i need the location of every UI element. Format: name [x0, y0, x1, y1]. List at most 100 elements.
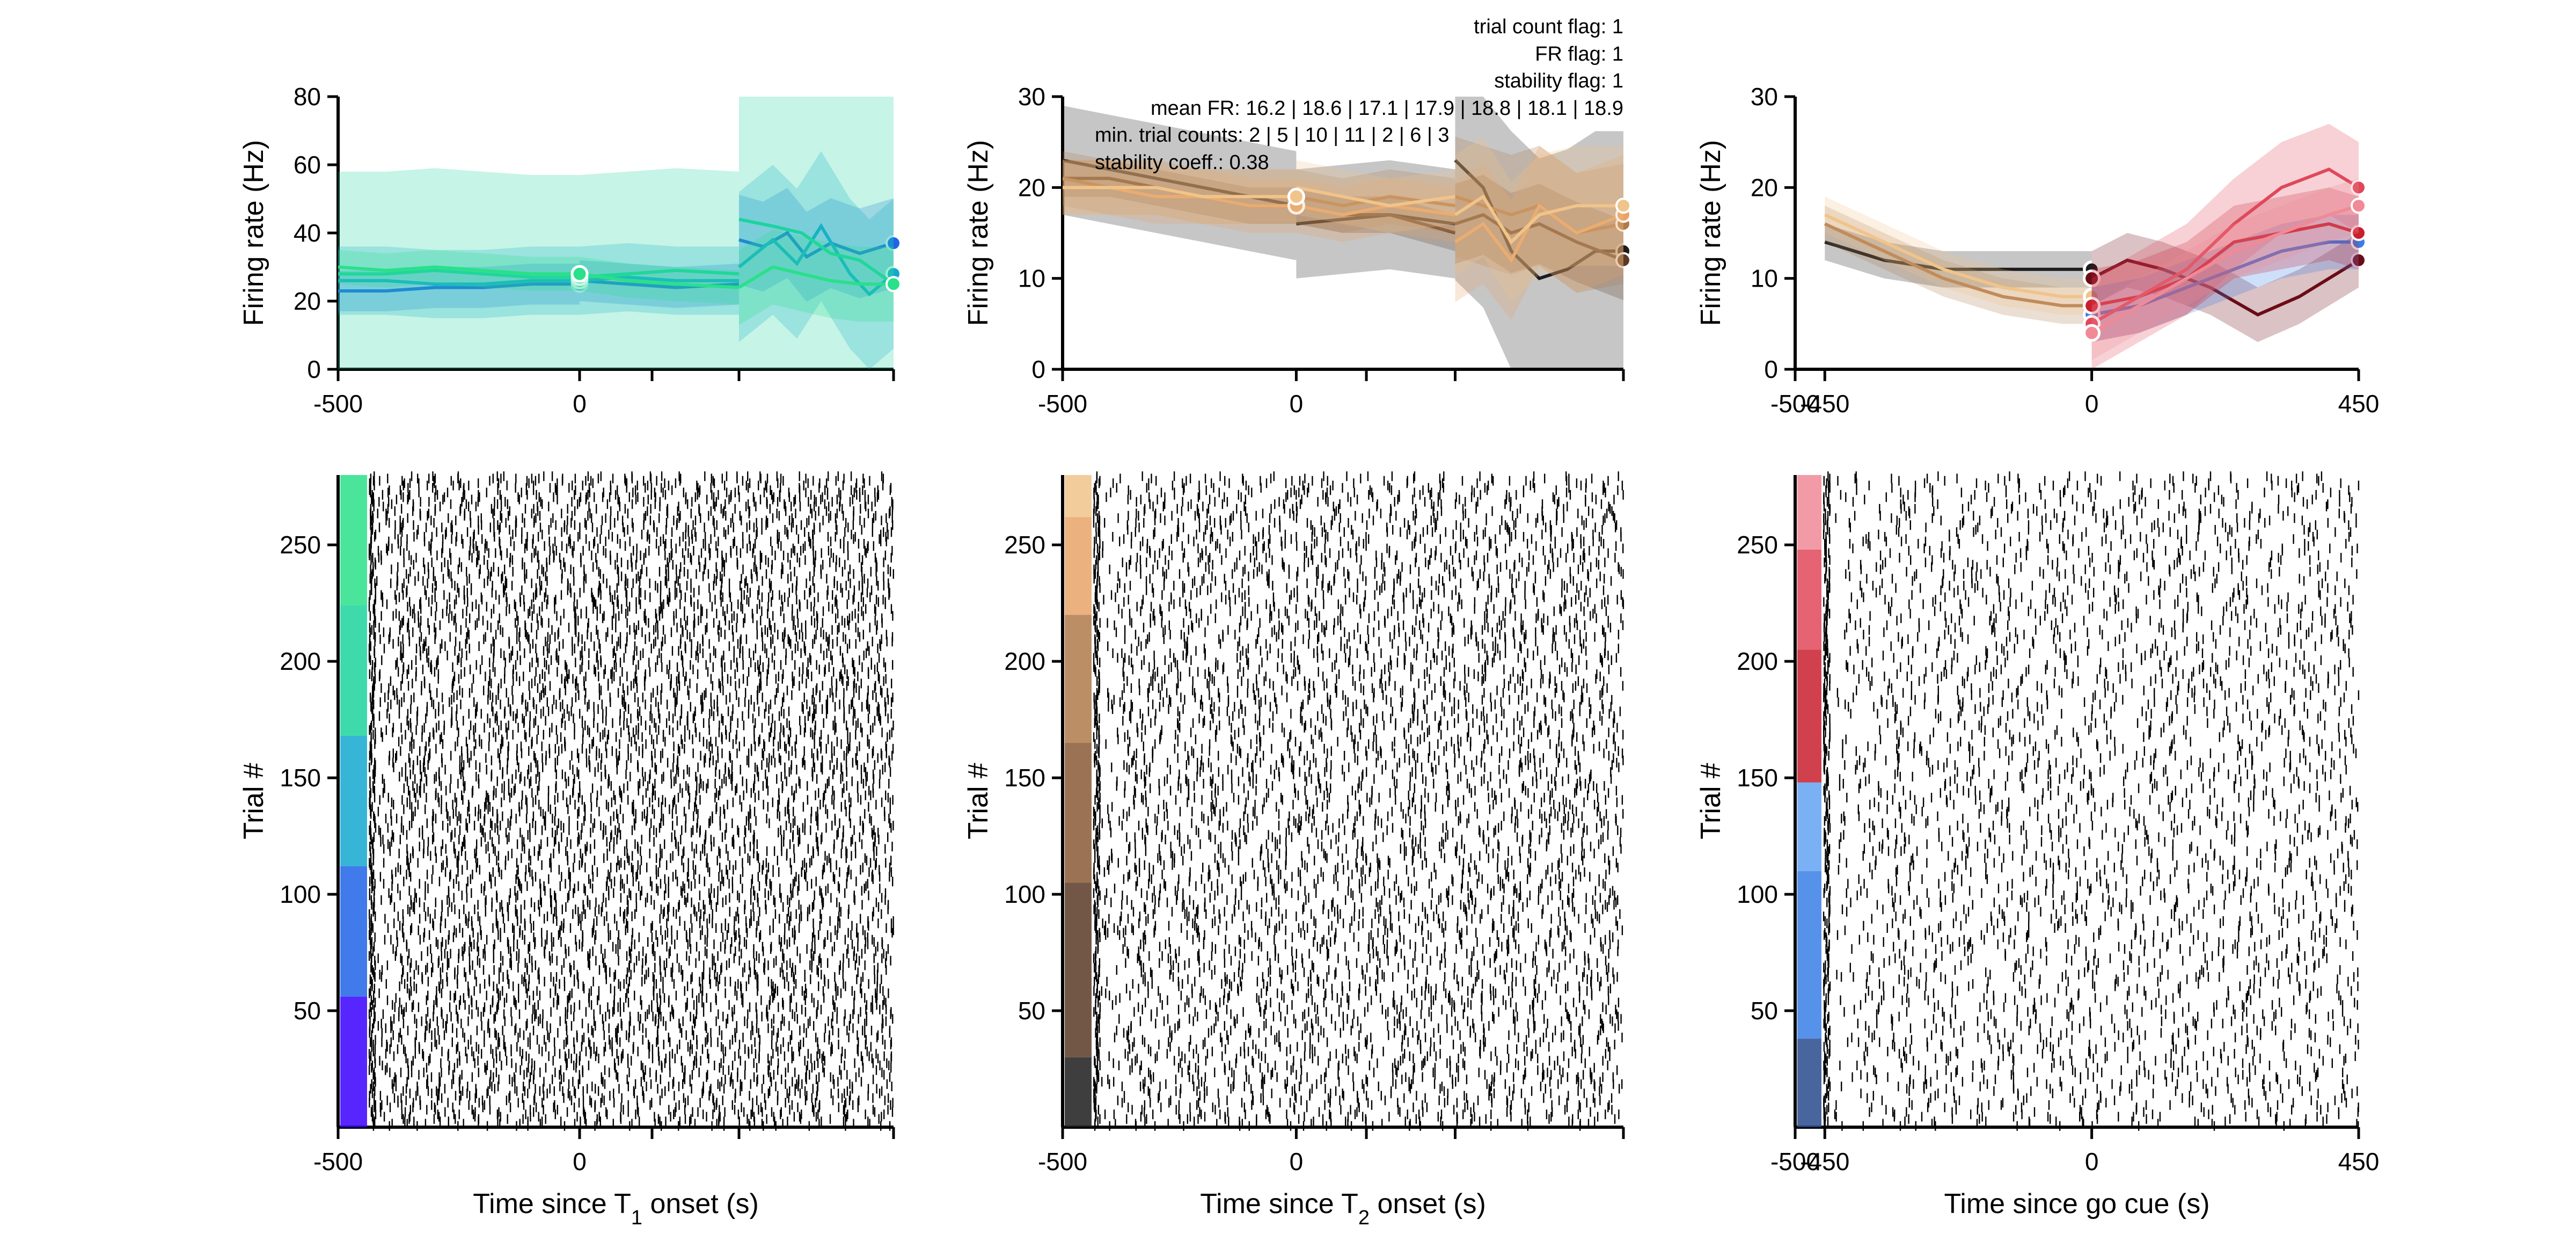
y-tick-label: 150	[1004, 764, 1045, 792]
x-tick-label: -450	[1800, 390, 1849, 418]
series-line	[1454, 159, 1623, 281]
y-axis-label: Trial #	[1695, 763, 1726, 839]
end-marker	[2351, 198, 2367, 214]
condition-bar-segment	[1065, 882, 1092, 1057]
annot-stability-flag: stability flag: 1	[1494, 70, 1623, 92]
x-axis-label-part: Time since go cue (s)	[1944, 1188, 2209, 1220]
raster-panel-t1: 50 100 150 200 250 -500 0 Trial # Time since T1 …	[238, 471, 895, 1229]
y-tick-label: 200	[1004, 647, 1045, 675]
x-tick-label: 0	[2085, 1148, 2099, 1175]
condition-bar-segment	[340, 997, 367, 1127]
x-tick-label: 450	[2338, 1148, 2380, 1175]
series-line	[1296, 204, 1455, 217]
series-line	[579, 272, 740, 289]
series-band	[1296, 169, 1455, 233]
condition-bar-segment	[1797, 871, 1821, 1039]
x-tick-label: 0	[573, 390, 587, 418]
series-band	[2091, 178, 2359, 361]
y-tick-label: 80	[294, 83, 321, 111]
series-band	[2091, 187, 2359, 342]
fr-panel-t1: 0 20 40 60 80 -500 0 Firing rate (Hz)	[238, 83, 902, 418]
series-band	[1296, 160, 1455, 233]
series-line	[1296, 213, 1455, 226]
y-tick-label: 0	[307, 355, 321, 383]
condition-bar-segment	[340, 866, 367, 997]
end-marker	[2351, 252, 2367, 268]
condition-bar-segment	[1065, 743, 1092, 883]
condition-bar-segment	[340, 475, 367, 605]
y-tick-label: 50	[1751, 997, 1778, 1025]
end-marker	[1615, 252, 1631, 268]
condition-bar-segment	[1065, 475, 1092, 517]
y-axis-label: Trial #	[963, 763, 994, 839]
x-tick-label: 0	[1290, 1148, 1304, 1175]
condition-bar-segment	[1065, 517, 1092, 615]
series-band	[1455, 97, 1623, 369]
y-axis-label: Trial #	[238, 763, 269, 839]
spike-ticks	[1093, 471, 1624, 1131]
condition-bar-segment	[1065, 1057, 1092, 1127]
x-axis-label: Time since go cue (s)	[1944, 1188, 2209, 1220]
y-tick-label: 150	[280, 764, 321, 792]
series-band	[1825, 224, 2092, 288]
series-band	[739, 151, 894, 369]
condition-bar-segment	[1065, 615, 1092, 743]
annot-stability-coeff: stability coeff.: 0.38	[1095, 151, 1269, 174]
x-axis-label-part: Time since T	[473, 1188, 631, 1220]
y-axis-label: Firing rate (Hz)	[238, 140, 269, 326]
series-line	[738, 217, 895, 286]
y-tick-label: 30	[1018, 83, 1045, 111]
annot-min-trial-counts: min. trial counts: 2 | 5 | 10 | 11 | 2 |…	[1095, 124, 1450, 147]
series-line	[2091, 258, 2360, 317]
end-marker	[1615, 198, 1631, 214]
annot-mean-fr: mean FR: 16.2 | 18.6 | 17.1 | 17.9 | 18.…	[1151, 97, 1623, 120]
series-line	[579, 268, 740, 279]
y-tick-label: 20	[294, 287, 321, 315]
x-tick-label: 450	[2338, 390, 2380, 418]
series-line	[2091, 167, 2360, 325]
series-line	[338, 282, 580, 293]
x-tick-label: -500	[1038, 390, 1087, 418]
x-tick-label: -450	[1800, 1148, 1849, 1175]
y-tick-label: 100	[1737, 880, 1778, 908]
y-tick-label: 20	[1018, 173, 1045, 201]
series-line	[1454, 194, 1623, 245]
y-tick-label: 20	[1751, 173, 1778, 201]
series-band	[739, 97, 894, 369]
x-tick-label: 0	[573, 1148, 587, 1175]
x-axis-label-part: 2	[1358, 1207, 1370, 1229]
x-tick-label: 0	[2085, 390, 2099, 418]
x-tick-label: -500	[1770, 1148, 1820, 1175]
series-line	[338, 279, 580, 286]
spike-ticks	[1823, 471, 2360, 1131]
series-band	[2091, 215, 2359, 342]
series-band	[1455, 136, 1623, 302]
series-line	[1824, 213, 2092, 298]
y-tick-label: 100	[280, 880, 321, 908]
y-tick-label: 30	[1751, 83, 1778, 111]
series-band	[2091, 233, 2359, 342]
series-line	[338, 268, 580, 279]
x-axis-label: Time since T1 onset (s)	[473, 1188, 759, 1229]
fr-panel-t2: 0 10 20 30 -500 0 Firing rate (Hz)	[963, 83, 1631, 418]
series-line	[338, 265, 580, 276]
raster-panel-go: 50 100 150 200 250 -500-450 0 450 Trial # Time si…	[1695, 471, 2379, 1220]
x-tick-label: 0	[1290, 390, 1304, 418]
raster-panel-t2: 50 100 150 200 250 -500 0 Trial # Time since T2 …	[963, 471, 1625, 1229]
end-marker	[2351, 179, 2367, 196]
series-band	[338, 250, 580, 291]
stats-annotation: trial count flag: 1 FR flag: 1 stability…	[1095, 16, 1623, 174]
end-marker	[885, 276, 902, 293]
y-tick-label: 250	[1004, 531, 1045, 559]
y-axis-label: Firing rate (Hz)	[963, 140, 994, 326]
end-marker	[2351, 225, 2367, 241]
y-tick-label: 250	[280, 531, 321, 559]
y-tick-label: 100	[1004, 880, 1045, 908]
x-axis-label-part: Time since T	[1200, 1188, 1358, 1220]
y-tick-label: 40	[294, 219, 321, 247]
series-band	[580, 168, 739, 369]
annot-trial-count-flag: trial count flag: 1	[1474, 16, 1623, 38]
condition-bar-segment	[340, 605, 367, 736]
fr-panel-go: 0 10 20 30 -500-450 0 450 Firing rate (Hz)	[1695, 83, 2379, 418]
